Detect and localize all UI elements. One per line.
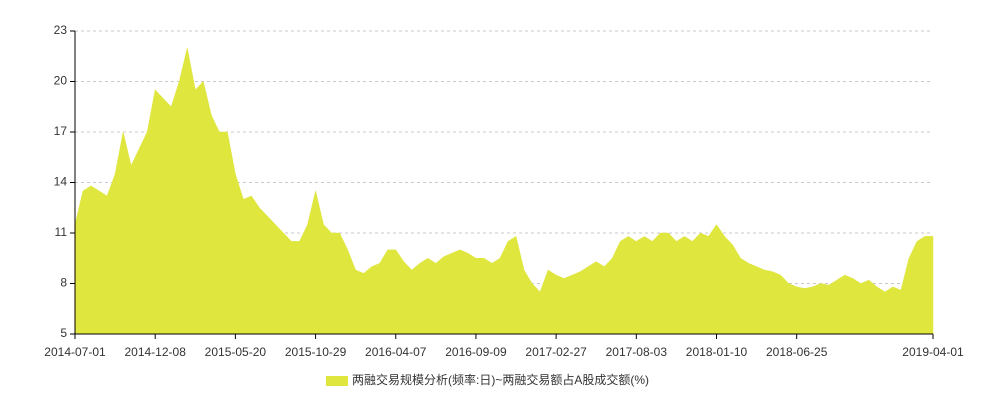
x-tick-label: 2017-08-03 [606,345,668,359]
y-tick-label: 20 [54,74,68,88]
x-tick-label: 2016-04-07 [365,345,427,359]
x-tick-label: 2017-02-27 [525,345,587,359]
y-tick-label: 8 [60,276,67,290]
x-tick-label: 2014-12-08 [124,345,186,359]
y-tick-label: 23 [54,23,68,37]
area [74,47,934,335]
x-tick-label: 2016-09-09 [445,345,507,359]
y-tick-label: 5 [60,326,67,340]
x-tick-label: 2018-06-25 [766,345,828,359]
y-tick-label: 14 [54,175,68,189]
y-tick-label: 11 [55,225,68,239]
legend-swatch [326,376,348,386]
x-tick-label: 2018-01-10 [686,345,748,359]
x-tick-label: 2015-10-29 [285,345,347,359]
x-tick-label: 2019-04-01 [902,345,964,359]
legend-label: 两融交易规模分析(频率:日)~两融交易额占A股成交额(%) [352,372,649,387]
y-tick-label: 17 [54,124,68,138]
x-tick-label: 2014-07-01 [44,345,106,359]
x-tick-label: 2015-05-20 [205,345,267,359]
